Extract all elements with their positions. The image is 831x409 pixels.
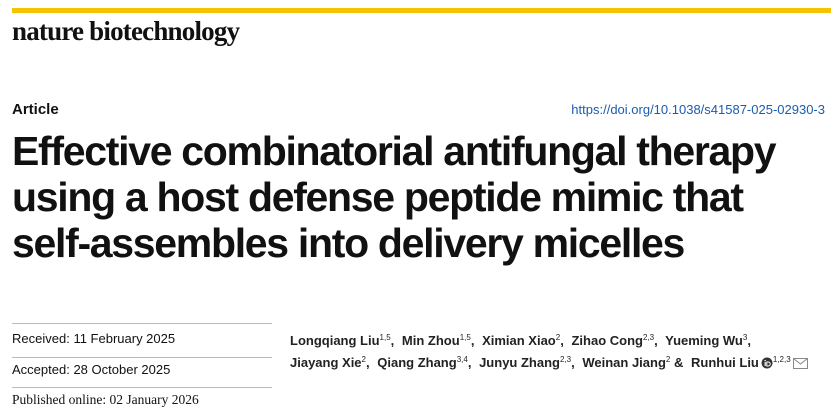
author: Min Zhou1,5, xyxy=(402,333,475,348)
author: Jiayang Xie2, xyxy=(290,355,370,370)
author: Yueming Wu3, xyxy=(665,333,751,348)
orcid-icon[interactable] xyxy=(761,357,773,369)
author-separator: , xyxy=(747,333,751,348)
date-value: 02 January 2026 xyxy=(109,392,199,407)
author-separator: , xyxy=(366,355,370,370)
author-name: Zihao Cong xyxy=(571,333,643,348)
author-name: Min Zhou xyxy=(401,333,460,348)
divider xyxy=(12,323,272,324)
date-label: Received: xyxy=(12,331,70,346)
author-separator: , xyxy=(560,333,564,348)
date-row: Received: 11 February 2025 xyxy=(12,331,175,346)
author-name: Junyu Zhang xyxy=(479,355,560,370)
author: Weinan Jiang2 & xyxy=(582,355,683,370)
author: Junyu Zhang2,3, xyxy=(479,355,575,370)
article-type: Article xyxy=(12,101,59,118)
author: Longqiang Liu1,5, xyxy=(290,333,394,348)
date-label: Published online: xyxy=(12,392,107,407)
author: Ximian Xiao2, xyxy=(482,333,564,348)
author-name: Runhui Liu xyxy=(691,355,759,370)
author-name: Weinan Jiang xyxy=(582,355,666,370)
doi-link[interactable]: https://doi.org/10.1038/s41587-025-02930… xyxy=(571,102,825,117)
date-row: Accepted: 28 October 2025 xyxy=(12,362,170,377)
author: Zihao Cong2,3, xyxy=(571,333,657,348)
author-name: Longqiang Liu xyxy=(290,333,380,348)
divider xyxy=(12,357,272,358)
date-value: 28 October 2025 xyxy=(73,362,171,377)
author-list: Longqiang Liu1,5, Min Zhou1,5, Ximian Xi… xyxy=(290,330,812,374)
author-separator: , xyxy=(571,355,575,370)
author-affiliations: 2 xyxy=(665,355,671,364)
journal-name: nature biotechnology xyxy=(12,16,240,46)
journal-bar xyxy=(12,8,831,13)
author-name: Qiang Zhang xyxy=(377,355,457,370)
author-affiliations: 1,5 xyxy=(459,333,471,342)
article-title: Effective combinatorial antifungal thera… xyxy=(12,128,777,266)
author-affiliations: 3 xyxy=(742,333,748,342)
author-affiliations: 1,5 xyxy=(379,333,391,342)
author-affiliations: 2,3 xyxy=(559,355,572,364)
author-name: Jiayang Xie xyxy=(290,355,362,370)
author-name: Yueming Wu xyxy=(665,333,743,348)
author-separator: , xyxy=(467,355,472,370)
author-separator: & xyxy=(673,355,684,370)
date-row: Published online: 02 January 2026 xyxy=(12,392,199,408)
author-affiliations: 1,2,3 xyxy=(772,355,791,364)
author-affiliations: 3,4 xyxy=(456,355,468,364)
author-separator: , xyxy=(470,333,475,348)
author: Qiang Zhang3,4, xyxy=(377,355,471,370)
date-label: Accepted: xyxy=(12,362,70,377)
date-value: 11 February 2025 xyxy=(73,331,176,346)
email-icon[interactable] xyxy=(792,358,808,369)
author-separator: , xyxy=(390,333,395,348)
author-separator: , xyxy=(654,333,658,348)
author-affiliations: 2 xyxy=(361,355,366,364)
author-name: Ximian Xiao xyxy=(482,333,556,348)
author: Runhui Liu 1,2,3 xyxy=(691,355,808,370)
author-affiliations: 2,3 xyxy=(642,333,655,342)
divider xyxy=(12,387,272,388)
author-affiliations: 2 xyxy=(555,333,561,342)
